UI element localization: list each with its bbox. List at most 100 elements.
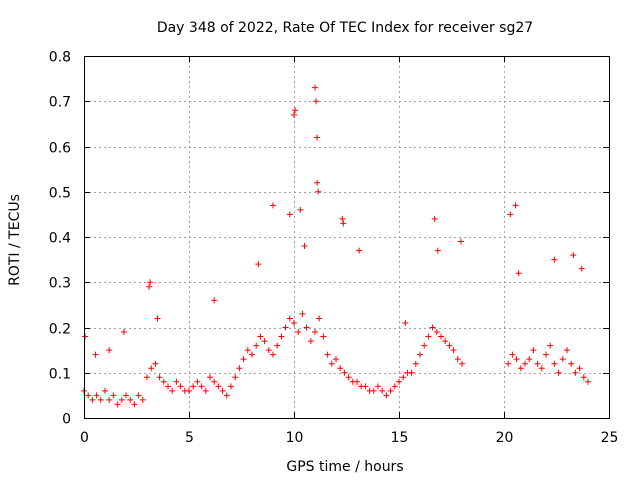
data-point [295, 329, 302, 336]
data-point [417, 351, 423, 358]
data-point [198, 383, 205, 390]
data-point [522, 360, 528, 367]
data-point [228, 383, 234, 390]
y-tick-label: 0.8 [49, 50, 71, 66]
data-point [127, 396, 134, 403]
data-point [429, 324, 436, 331]
data-point [106, 396, 113, 403]
data-point [286, 315, 293, 322]
data-point [314, 134, 321, 141]
data-point [446, 342, 453, 349]
data-point [154, 315, 161, 322]
tick-labels: 0 0.1 0.2 0.3 0.4 0.5 0.6 0.7 0.8 0 5 10 15 20 25 [49, 50, 619, 447]
data-point [433, 329, 440, 336]
data-point [165, 383, 171, 390]
y-tick-label: 0.1 [49, 367, 71, 383]
data-point [585, 378, 591, 385]
data-point [307, 338, 314, 345]
data-point [211, 378, 218, 385]
data-point [282, 324, 289, 331]
data-point [85, 392, 92, 399]
data-point [139, 396, 146, 403]
data-point [570, 252, 577, 259]
data-point [265, 347, 272, 354]
data-point [240, 356, 247, 363]
data-point [356, 247, 363, 254]
data-point [291, 111, 297, 118]
data-point [383, 392, 390, 399]
data-point [555, 369, 562, 376]
data-point [568, 360, 575, 367]
data-point [509, 351, 516, 358]
data-point [123, 392, 129, 399]
data-point [547, 342, 554, 349]
data-point [551, 256, 558, 263]
chart-title: Day 348 of 2022, Rate Of TEC Index for r… [157, 20, 533, 36]
y-tick-label: 0 [62, 412, 71, 428]
data-point [425, 333, 432, 340]
data-point [408, 369, 415, 376]
data-point [517, 365, 524, 372]
y-tick-label: 0.7 [49, 95, 71, 111]
data-point [110, 392, 117, 399]
data-point [315, 188, 322, 195]
data-point [438, 333, 444, 340]
data-point [512, 202, 519, 209]
data-point [89, 396, 96, 403]
data-point [375, 383, 381, 390]
data-point [454, 356, 461, 363]
data-point [177, 383, 184, 390]
data-point [173, 378, 180, 385]
data-point [578, 265, 585, 272]
data-point [261, 338, 268, 345]
x-tick-label: 0 [80, 430, 89, 446]
data-point [255, 261, 262, 268]
data-point [223, 392, 230, 399]
data-point [534, 360, 541, 367]
data-point [169, 387, 176, 394]
data-point [303, 324, 310, 331]
data-point [286, 211, 293, 218]
data-point [324, 351, 331, 358]
data-point [402, 319, 409, 326]
x-tick-label: 25 [601, 430, 619, 446]
data-point [186, 387, 192, 394]
data-point [312, 329, 318, 336]
data-point [572, 369, 579, 376]
data-point [211, 297, 218, 304]
axis-ticks [84, 56, 610, 419]
data-point [576, 365, 583, 372]
x-tick-label: 20 [496, 430, 514, 446]
data-point [387, 387, 394, 394]
data-point [301, 243, 308, 250]
data-point [274, 342, 281, 349]
x-tick-label: 5 [185, 430, 194, 446]
y-tick-label: 0.4 [49, 231, 71, 247]
x-tick-label: 10 [286, 430, 304, 446]
data-point [97, 396, 104, 403]
data-point [513, 356, 520, 363]
data-point [530, 347, 537, 354]
data-point [314, 179, 321, 186]
data-point [459, 360, 465, 367]
data-point [291, 319, 297, 326]
data-point [400, 374, 407, 381]
data-point [328, 360, 335, 367]
x-tick-label: 15 [391, 430, 409, 446]
data-point [442, 338, 449, 345]
data-point [278, 333, 285, 340]
data-point [362, 383, 369, 390]
data-point [431, 215, 438, 222]
data-point [543, 351, 549, 358]
data-point [257, 333, 264, 340]
data-point [412, 360, 419, 367]
data-point [340, 220, 347, 227]
data-point [135, 392, 142, 399]
data-point [434, 247, 441, 254]
data-point [207, 374, 213, 381]
data-point [253, 342, 260, 349]
data-point [312, 84, 318, 91]
data-point [580, 374, 587, 381]
